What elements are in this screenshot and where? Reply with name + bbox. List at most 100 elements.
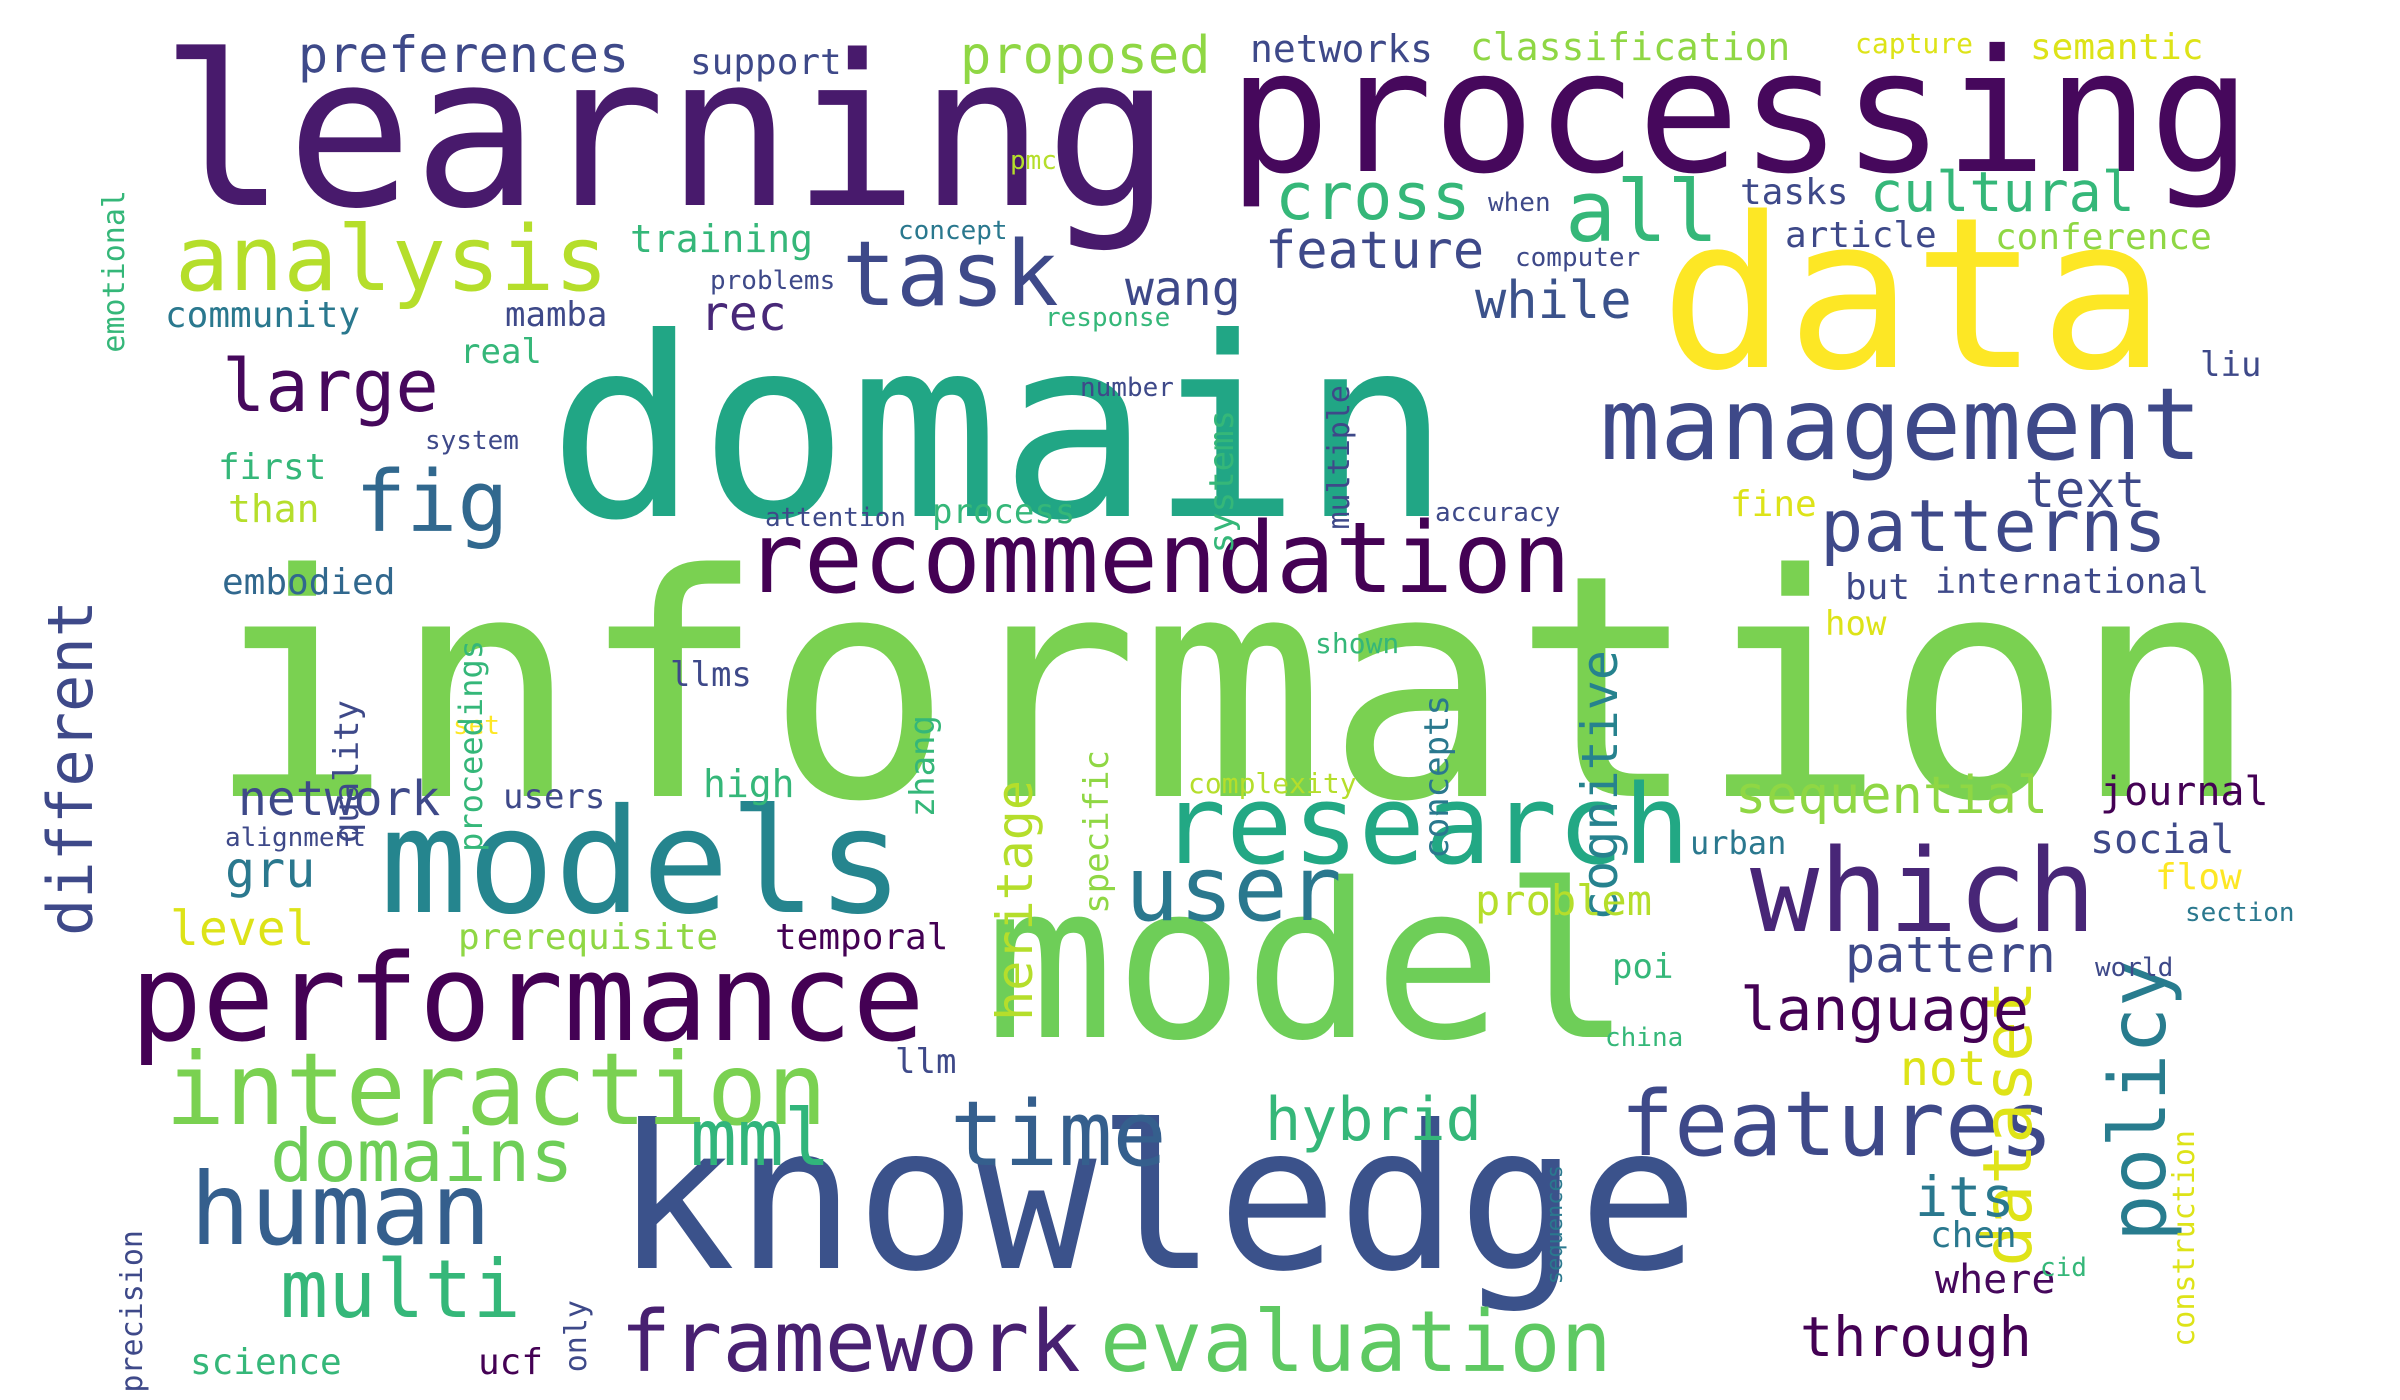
word-level: level [170,901,315,957]
word-computer: computer [1515,243,1641,273]
word-pattern: pattern [1845,926,2056,984]
word-recommendation: recommendation [745,502,1572,616]
word-section: section [2185,898,2295,928]
word-china: china [1605,1023,1684,1053]
word-evaluation: evaluation [1100,1293,1612,1392]
word-capture: capture [1855,27,1974,60]
word-science: science [190,1342,342,1383]
word-concept: concept [898,216,1008,246]
word-users: users [503,777,606,817]
word-attention: attention [765,503,906,533]
word-networks: networks [1250,27,1434,71]
word-alignment: alignment [225,823,366,853]
word-its: its [1915,1165,2015,1229]
word-information: information [206,509,2259,870]
word-response: response [1045,303,1171,333]
word-semantic: semantic [2030,27,2204,68]
word-multiple: multiple [1322,385,1357,530]
word-proposed: proposed [960,26,1211,86]
word-mamba: mamba [505,295,608,335]
word-fig: fig [355,453,509,552]
word-embodied: embodied [222,562,396,603]
word-text: text [2025,461,2146,519]
word-systems: systems [1202,410,1242,554]
word-management: management [1600,366,2203,483]
word-pmc: pmc [1010,146,1057,176]
word-task: task [842,222,1059,327]
word-urban: urban [1690,824,1787,862]
word-sequential: sequential [1735,766,2049,826]
word-set: set [453,711,500,741]
word-high: high [703,762,795,806]
word-cross: cross [1275,160,1471,235]
word-problems: problems [710,266,836,296]
word-preferences: preferences [298,26,630,84]
word-international: international [1935,562,2209,602]
word-shown: shown [1315,627,1400,660]
word-which: which [1750,825,2097,959]
word-journal: journal [2100,769,2269,815]
word-while: while [1475,271,1632,331]
word-but: but [1845,567,1911,608]
word-number: number [1080,373,1174,403]
word-large: large [222,344,439,428]
word-heritage: heritage [986,780,1044,1021]
word-system: system [425,426,519,456]
word-framework: framework [620,1293,1081,1392]
word-learning: learning [160,10,1172,255]
word-hybrid: hybrid [1265,1085,1482,1155]
word-models: models [380,778,904,947]
word-zhang: zhang [903,715,943,818]
word-feature: feature [1265,221,1485,281]
word-article: article [1785,215,1937,256]
word-accuracy: accuracy [1435,498,1561,528]
word-conference: conference [1995,217,2212,258]
word-cid: cid [2040,1253,2087,1283]
word-gru: gru [225,841,316,899]
word-prerequisite: prerequisite [458,917,719,958]
word-research: research [1160,761,1690,889]
word-analysis: analysis [175,207,609,312]
word-performance: performance [130,930,925,1069]
word-sequences: sequences [1543,1165,1568,1285]
word-poi: poi [1612,947,1674,987]
word-data: data [1660,172,2166,417]
word-only: only [559,1300,594,1373]
word-world: world [2095,953,2174,983]
word-than: than [228,487,320,531]
word-temporal: temporal [775,917,949,958]
word-when: when [1488,188,1551,218]
word-process: process [932,492,1076,532]
word-domains: domains [270,1114,574,1198]
word-llms: llms [670,655,752,695]
word-llm: llm [895,1042,957,1082]
word-social: social [2090,817,2235,863]
word-training: training [630,217,814,261]
word-features: features [1620,1072,2054,1177]
word-real: real [460,332,542,372]
word-chen: chen [1930,1215,2017,1256]
word-model: model [985,837,1633,1088]
word-specific: specific [1077,750,1117,914]
word-ucf: ucf [478,1342,544,1383]
word-wang: wang [1125,261,1241,317]
word-liu: liu [2200,345,2262,385]
word-knowledge: knowledge [615,1083,1699,1316]
word-multi: multi [280,1243,521,1336]
word-classification: classification [1470,25,1791,69]
word-time: time [950,1082,1167,1187]
word-not: not [1900,1041,1987,1097]
word-user: user [1125,837,1342,942]
word-network: network [238,771,441,827]
word-first: first [218,447,327,488]
word-support: support [690,42,842,83]
word-human: human [190,1151,492,1268]
word-rec: rec [700,286,787,342]
word-fine: fine [1730,484,1817,525]
word-all: all [1565,163,1719,262]
word-cultural: cultural [1870,160,2135,224]
word-domain: domain [548,284,1452,575]
word-concepts: concepts [1417,695,1457,859]
word-different: different [34,600,107,936]
